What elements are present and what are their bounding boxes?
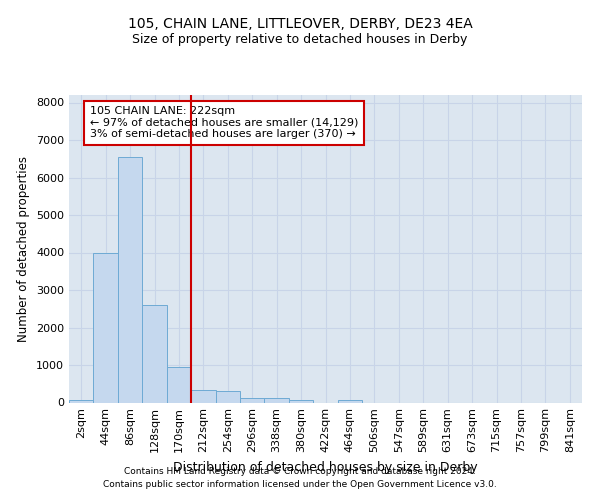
Bar [167,366,191,402]
Bar [142,305,167,402]
Text: Size of property relative to detached houses in Derby: Size of property relative to detached ho… [133,32,467,46]
Bar [94,252,118,402]
Text: 105 CHAIN LANE: 222sqm
← 97% of detached houses are smaller (14,129)
3% of semi-: 105 CHAIN LANE: 222sqm ← 97% of detached… [90,106,358,140]
Bar [240,398,265,402]
Y-axis label: Number of detached properties: Number of detached properties [17,156,31,342]
Bar [265,398,289,402]
Bar [118,157,142,402]
Bar [69,400,94,402]
Text: Contains public sector information licensed under the Open Government Licence v3: Contains public sector information licen… [103,480,497,489]
Text: Contains HM Land Registry data © Crown copyright and database right 2024.: Contains HM Land Registry data © Crown c… [124,467,476,476]
Bar [289,400,313,402]
X-axis label: Distribution of detached houses by size in Derby: Distribution of detached houses by size … [173,461,478,474]
Bar [215,391,240,402]
Text: 105, CHAIN LANE, LITTLEOVER, DERBY, DE23 4EA: 105, CHAIN LANE, LITTLEOVER, DERBY, DE23… [128,18,472,32]
Bar [191,390,215,402]
Bar [338,400,362,402]
